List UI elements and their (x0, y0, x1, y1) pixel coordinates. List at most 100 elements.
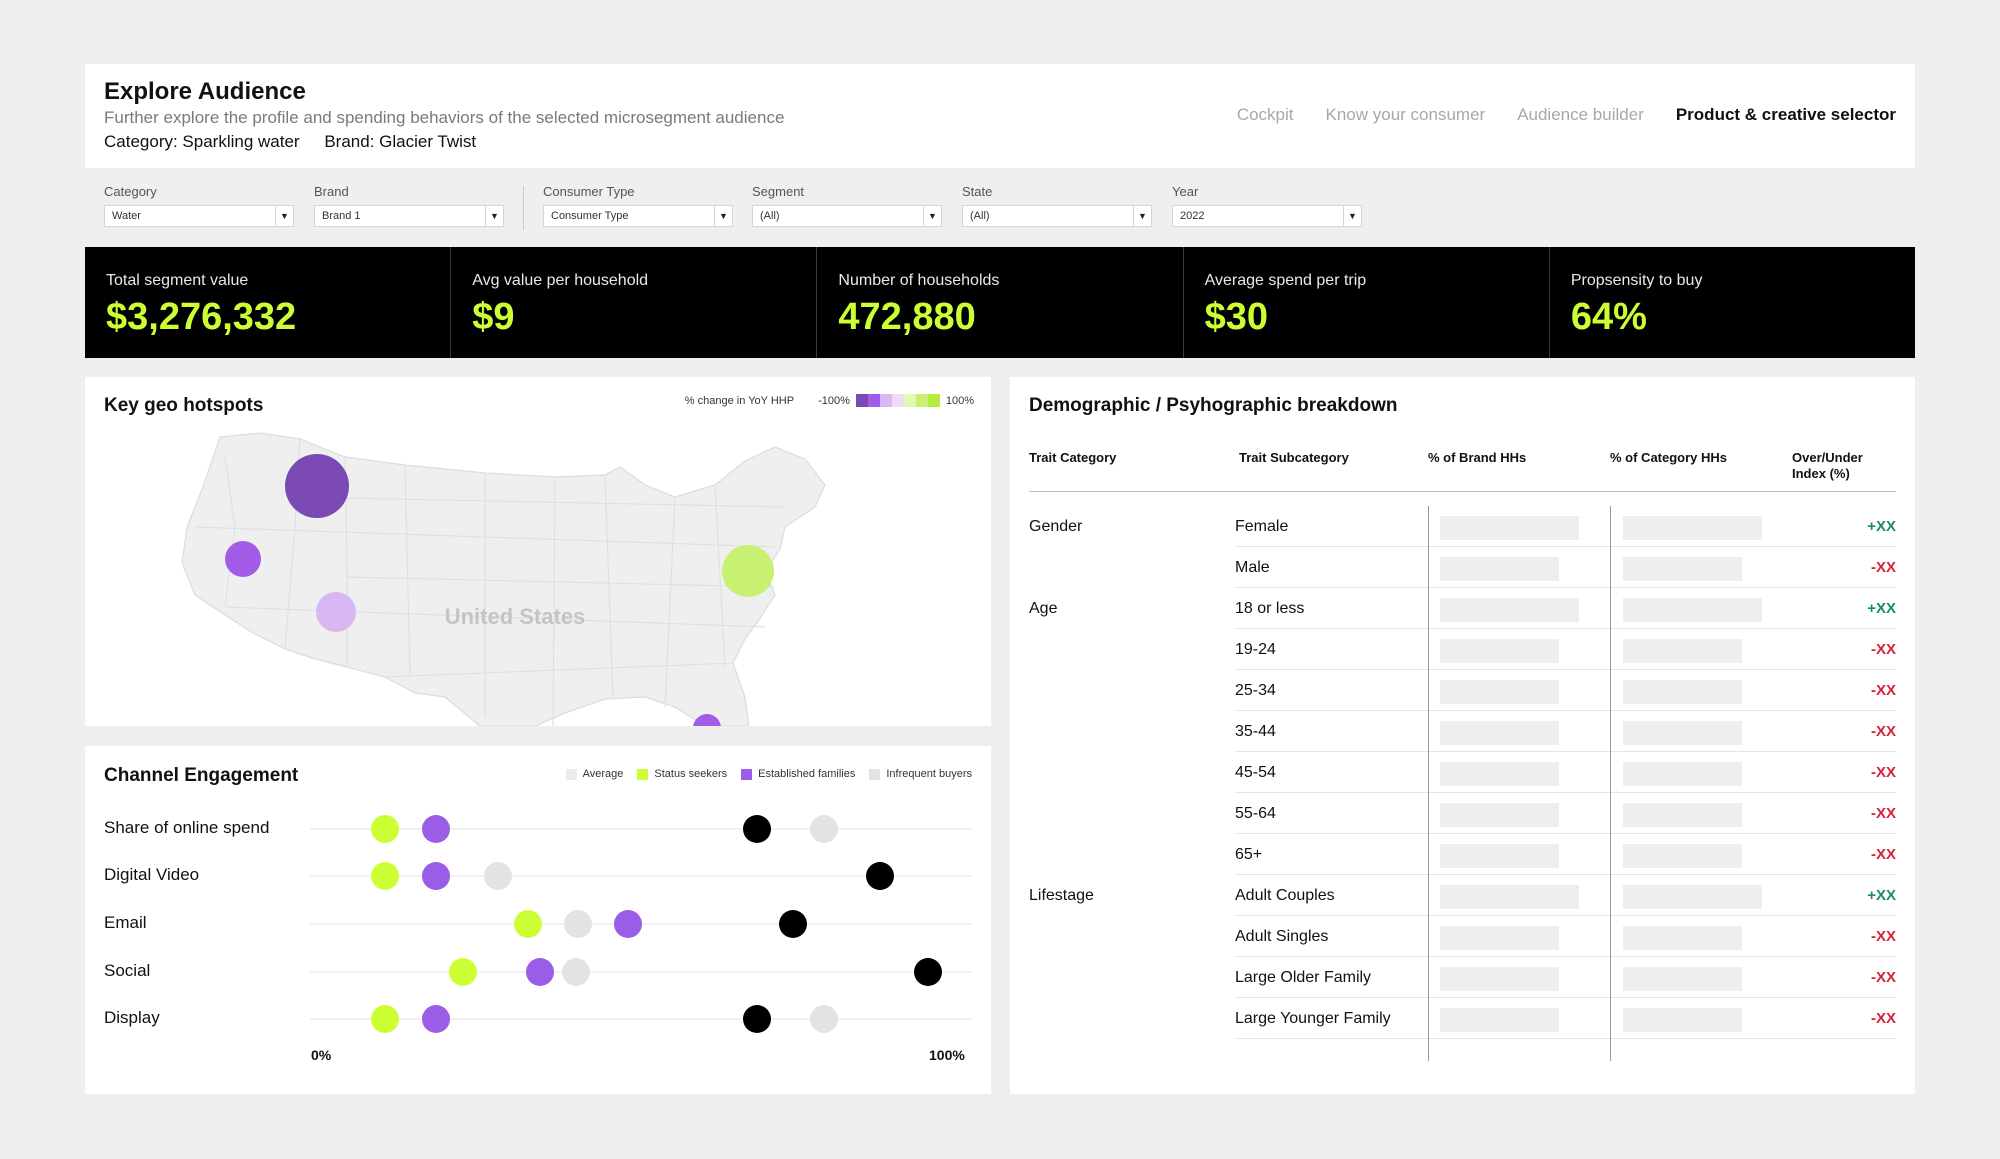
index-value: +XX (1867, 518, 1896, 535)
trait-subcategory: Adult Singles (1235, 928, 1329, 945)
dot-established-families[interactable] (614, 910, 642, 938)
table-row: Adult Singles -XX (1235, 916, 1896, 957)
trait-subcategory: 65+ (1235, 846, 1263, 863)
page-title: Explore Audience (104, 78, 306, 105)
hotspot-marker[interactable] (285, 454, 349, 518)
trait-subcategory: 18 or less (1235, 600, 1305, 617)
category-select[interactable]: Water ▼ (104, 205, 294, 227)
page-subtitle: Further explore the profile and spending… (104, 108, 785, 127)
nav-know-your-consumer[interactable]: Know your consumer (1325, 105, 1486, 124)
brand-select[interactable]: Brand 1 ▼ (314, 205, 504, 227)
hotspot-marker[interactable] (316, 592, 356, 632)
chevron-down-icon[interactable]: ▼ (1343, 206, 1361, 226)
select-value: (All) (970, 210, 990, 222)
column-header-category-hhs: % of Category HHs (1610, 450, 1728, 465)
dot-infrequent-buyers[interactable] (810, 815, 838, 843)
table-row: 25-34 -XX (1235, 670, 1896, 711)
legend-min: -100% (818, 394, 850, 407)
dot-average[interactable] (743, 815, 771, 843)
dot-infrequent-buyers[interactable] (564, 910, 592, 938)
channel-dot-plot (310, 815, 972, 1033)
channel-legend: Average Status seekers Established famil… (565, 768, 972, 780)
dot-status-seekers[interactable] (371, 1005, 399, 1033)
trait-category-label: Lifestage (1029, 887, 1094, 904)
kpi-total-segment-value: Total segment value $3,276,332 (85, 247, 452, 358)
kpi-number-of-households: Number of households 472,880 (817, 247, 1184, 358)
segment-select[interactable]: (All) ▼ (752, 205, 942, 227)
header-line: Over/Under (1792, 450, 1863, 465)
filter-label: Category (104, 184, 157, 199)
nav-product-creative-selector[interactable]: Product & creative selector (1675, 105, 1896, 124)
index-value: +XX (1867, 887, 1896, 904)
dot-established-families[interactable] (422, 815, 450, 843)
state-select[interactable]: (All) ▼ (962, 205, 1152, 227)
kpi-value: $3,276,332 (106, 296, 297, 338)
category-hhs-bar (1623, 721, 1742, 745)
panel-title: Key geo hotspots (104, 395, 264, 416)
chevron-down-icon[interactable]: ▼ (275, 206, 293, 226)
color-scale (855, 394, 940, 407)
hotspot-marker[interactable] (693, 714, 721, 726)
legend-label: Infrequent buyers (886, 768, 972, 780)
hotspot-marker[interactable] (225, 541, 261, 577)
index-value: -XX (1870, 805, 1896, 822)
us-map-shape (181, 432, 826, 726)
nav-audience-builder[interactable]: Audience builder (1517, 105, 1644, 124)
category-hhs-bar (1623, 1008, 1742, 1032)
column-header-index: Over/Under Index (%) (1792, 450, 1863, 482)
context-brand: Brand: Glacier Twist (324, 132, 477, 151)
index-value: -XX (1870, 764, 1896, 781)
dot-status-seekers[interactable] (449, 958, 477, 986)
chevron-down-icon[interactable]: ▼ (923, 206, 941, 226)
legend-swatch (869, 768, 881, 780)
select-value: Consumer Type (551, 210, 629, 222)
dot-status-seekers[interactable] (371, 815, 399, 843)
category-hhs-bar (1623, 926, 1742, 950)
dot-status-seekers[interactable] (371, 862, 399, 890)
filter-consumer-type: Consumer Type Consumer Type ▼ (543, 184, 733, 227)
dot-established-families[interactable] (422, 1005, 450, 1033)
year-select[interactable]: 2022 ▼ (1172, 205, 1362, 227)
channel-row-label: Social (104, 961, 151, 980)
trait-subcategory: 55-64 (1235, 805, 1276, 822)
dot-status-seekers[interactable] (514, 910, 542, 938)
chevron-down-icon[interactable]: ▼ (714, 206, 732, 226)
dot-average[interactable] (914, 958, 942, 986)
column-header-trait-category: Trait Category (1029, 450, 1117, 465)
dot-established-families[interactable] (526, 958, 554, 986)
dot-infrequent-buyers[interactable] (562, 958, 590, 986)
select-value: 2022 (1180, 210, 1205, 222)
filter-label: Consumer Type (543, 184, 635, 199)
column-header-brand-hhs: % of Brand HHs (1428, 450, 1527, 465)
legend-item-status-seekers[interactable]: Status seekers (637, 768, 727, 780)
legend-item-average[interactable]: Average (565, 768, 623, 780)
nav-cockpit[interactable]: Cockpit (1236, 105, 1294, 124)
filter-category: Category Water ▼ (104, 184, 294, 227)
table-row: 35-44 -XX (1235, 711, 1896, 752)
trait-category-label: Gender (1029, 518, 1083, 535)
dot-average[interactable] (743, 1005, 771, 1033)
dot-infrequent-buyers[interactable] (484, 862, 512, 890)
column-header-trait-subcategory: Trait Subcategory (1239, 450, 1349, 465)
legend-item-established-families[interactable]: Established families (741, 768, 855, 780)
dot-average[interactable] (866, 862, 894, 890)
hotspot-marker[interactable] (722, 545, 774, 597)
kpi-label: Total segment value (106, 272, 249, 289)
state-borders (194, 438, 786, 726)
legend-item-infrequent-buyers[interactable]: Infrequent buyers (869, 768, 972, 780)
dot-infrequent-buyers[interactable] (810, 1005, 838, 1033)
channel-engagement-panel: Channel Engagement Average Status seeker… (85, 746, 991, 1094)
index-value: -XX (1870, 559, 1896, 576)
legend-label: Established families (758, 768, 856, 780)
chevron-down-icon[interactable]: ▼ (1133, 206, 1151, 226)
kpi-label: Avg value per household (472, 272, 649, 289)
consumer-type-select[interactable]: Consumer Type ▼ (543, 205, 733, 227)
kpi-label: Number of households (838, 272, 1000, 289)
chevron-down-icon[interactable]: ▼ (485, 206, 503, 226)
dot-average[interactable] (779, 910, 807, 938)
legend-label: Status seekers (654, 768, 728, 780)
filter-label: State (962, 184, 993, 199)
dot-established-families[interactable] (422, 862, 450, 890)
panel-title: Channel Engagement (104, 765, 299, 786)
demographic-breakdown-panel: Demographic / Psyhographic breakdown Tra… (1010, 377, 1915, 1094)
